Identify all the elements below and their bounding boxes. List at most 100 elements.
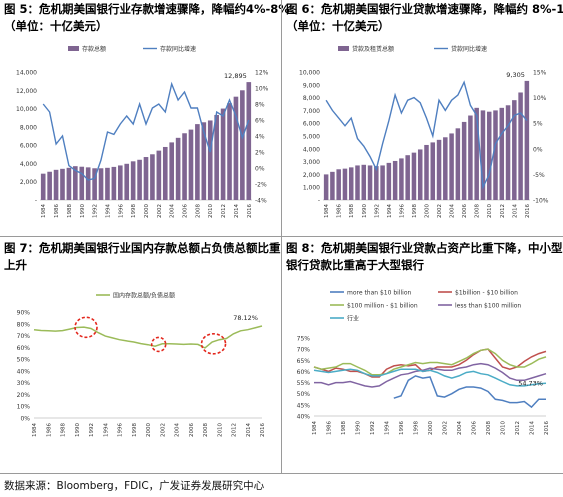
x-tick-label: 1986 <box>46 423 52 437</box>
y-left-tick-label: - <box>318 198 320 205</box>
y-right-tick-label: 8% <box>255 102 265 109</box>
legend-swatch <box>338 46 349 51</box>
bar <box>175 137 181 200</box>
x-tick-label: 2008 <box>475 204 481 218</box>
x-tick-label: 2008 <box>195 204 201 218</box>
bar <box>98 168 104 200</box>
x-tick-label: 2016 <box>525 204 531 218</box>
bar <box>53 169 59 200</box>
growth-line <box>42 81 250 181</box>
deposit-chart: - 2,000 4,000 6,000 8,000 10,000 12,000 14,000 -… <box>16 45 269 218</box>
x-tick-label: 1994 <box>385 421 391 435</box>
bar <box>405 155 410 200</box>
data-label: 54.73% <box>518 380 543 388</box>
y-right-tick-label: 15% <box>533 70 547 77</box>
panel-title: 图 8：危机期美国银行业贷款占资产比重下降，中小型 银行贷款比重高于大型银行 <box>286 240 563 274</box>
highlight-circle <box>150 336 167 353</box>
y-tick-label: 80% <box>17 321 31 328</box>
y-tick-label: 20% <box>17 392 31 399</box>
x-tick-label: 1984 <box>41 204 47 218</box>
y-tick-label: 70% <box>297 347 311 354</box>
x-tick-label: 2002 <box>157 204 163 218</box>
x-tick-label: 1990 <box>75 423 81 437</box>
bar <box>40 173 46 200</box>
x-tick-label: 2004 <box>175 423 181 437</box>
y-right-tick-label: 0% <box>533 146 543 153</box>
loan-chart: - 1,000 2,000 3,000 4,000 5,000 6,000 7,000 8,00… <box>299 45 549 218</box>
bar <box>85 167 91 200</box>
y-tick-label: 60% <box>17 345 31 352</box>
x-tick-label: 1996 <box>399 204 405 218</box>
x-tick-label: 2016 <box>247 204 253 218</box>
x-tick-label: 1994 <box>103 423 109 437</box>
bar <box>411 152 417 200</box>
bar <box>386 162 392 200</box>
bar <box>392 160 398 200</box>
x-tick-label: 1990 <box>80 204 86 218</box>
bar <box>474 107 479 200</box>
x-tick-label: 1988 <box>61 423 67 437</box>
bar <box>240 90 245 200</box>
y-right-tick-label: 10% <box>533 95 547 102</box>
legend-label: 行业 <box>347 315 359 323</box>
bar <box>105 167 110 200</box>
x-tick-label: 2002 <box>437 204 443 218</box>
bar <box>512 100 517 200</box>
y-tick-label: 0% <box>20 416 30 423</box>
y-left-tick-label: 7,000 <box>303 108 320 115</box>
y-left-tick-label: 2,000 <box>303 172 320 179</box>
x-tick-label: 2008 <box>486 421 492 435</box>
bar <box>449 133 454 200</box>
source-note: 数据来源：Bloomberg，FDIC，广发证券发展研究中心 <box>4 480 265 492</box>
legend-label: 存款同比增速 <box>160 45 196 53</box>
y-tick-label: 55% <box>297 380 311 387</box>
bar <box>188 129 194 200</box>
panel-title-line2: （单位：十亿美元） <box>286 19 390 33</box>
y-left-tick-label: - <box>35 198 37 205</box>
highlight-circle <box>74 316 98 339</box>
y-tick-label: 40% <box>297 414 311 421</box>
x-tick-label: 2006 <box>183 204 189 218</box>
bar <box>443 137 448 200</box>
growth-line <box>325 80 528 190</box>
panel-title: 图 5：危机期美国银行业存款增速骤降，降幅约4%-8% （单位：十亿美元） <box>4 1 290 35</box>
legend-label: $1billion - $10 billion <box>455 290 518 297</box>
x-tick-label: 1984 <box>324 204 330 218</box>
bar <box>60 168 65 200</box>
x-tick-label: 2012 <box>500 204 506 218</box>
y-left-tick-label: 6,000 <box>20 143 37 150</box>
x-tick-label: 1998 <box>412 204 418 218</box>
series-line <box>313 348 547 376</box>
x-tick-label: 1988 <box>349 204 355 218</box>
bar <box>499 107 505 200</box>
bar <box>417 149 423 200</box>
x-tick-label: 2012 <box>515 421 521 435</box>
bar <box>150 154 155 200</box>
y-tick-label: 30% <box>17 380 31 387</box>
y-left-tick-label: 6,000 <box>303 121 320 128</box>
x-tick-label: 1984 <box>32 423 38 437</box>
bar <box>73 166 78 200</box>
bar <box>461 121 467 200</box>
x-tick-label: 1986 <box>327 421 333 435</box>
bar <box>92 168 97 200</box>
deposit-ratio-chart: 0% 10% 20% 30% 40% 50% 60% 70% 80% 90% 1984 1986 198… <box>17 292 266 438</box>
y-left-tick-label: 8,000 <box>303 95 320 102</box>
y-right-tick-label: -4% <box>255 198 267 205</box>
x-tick-label: 1986 <box>337 204 343 218</box>
y-tick-label: 90% <box>17 310 31 317</box>
x-tick-label: 1990 <box>362 204 368 218</box>
y-left-tick-label: 3,000 <box>303 159 320 166</box>
bar <box>47 171 52 200</box>
panel-title: 图 7：危机期美国银行业国内存款总额占负债总额比重 上升 <box>4 240 281 274</box>
x-tick-label: 1996 <box>399 421 405 435</box>
y-right-tick-label: 2% <box>255 150 265 157</box>
bar <box>227 103 232 200</box>
y-left-tick-label: 12,000 <box>16 88 37 95</box>
bar <box>380 165 385 200</box>
y-tick-label: 50% <box>297 391 311 398</box>
bar <box>336 169 341 200</box>
x-tick-label: 1988 <box>341 421 347 435</box>
divider <box>0 473 563 474</box>
bar <box>111 166 117 200</box>
